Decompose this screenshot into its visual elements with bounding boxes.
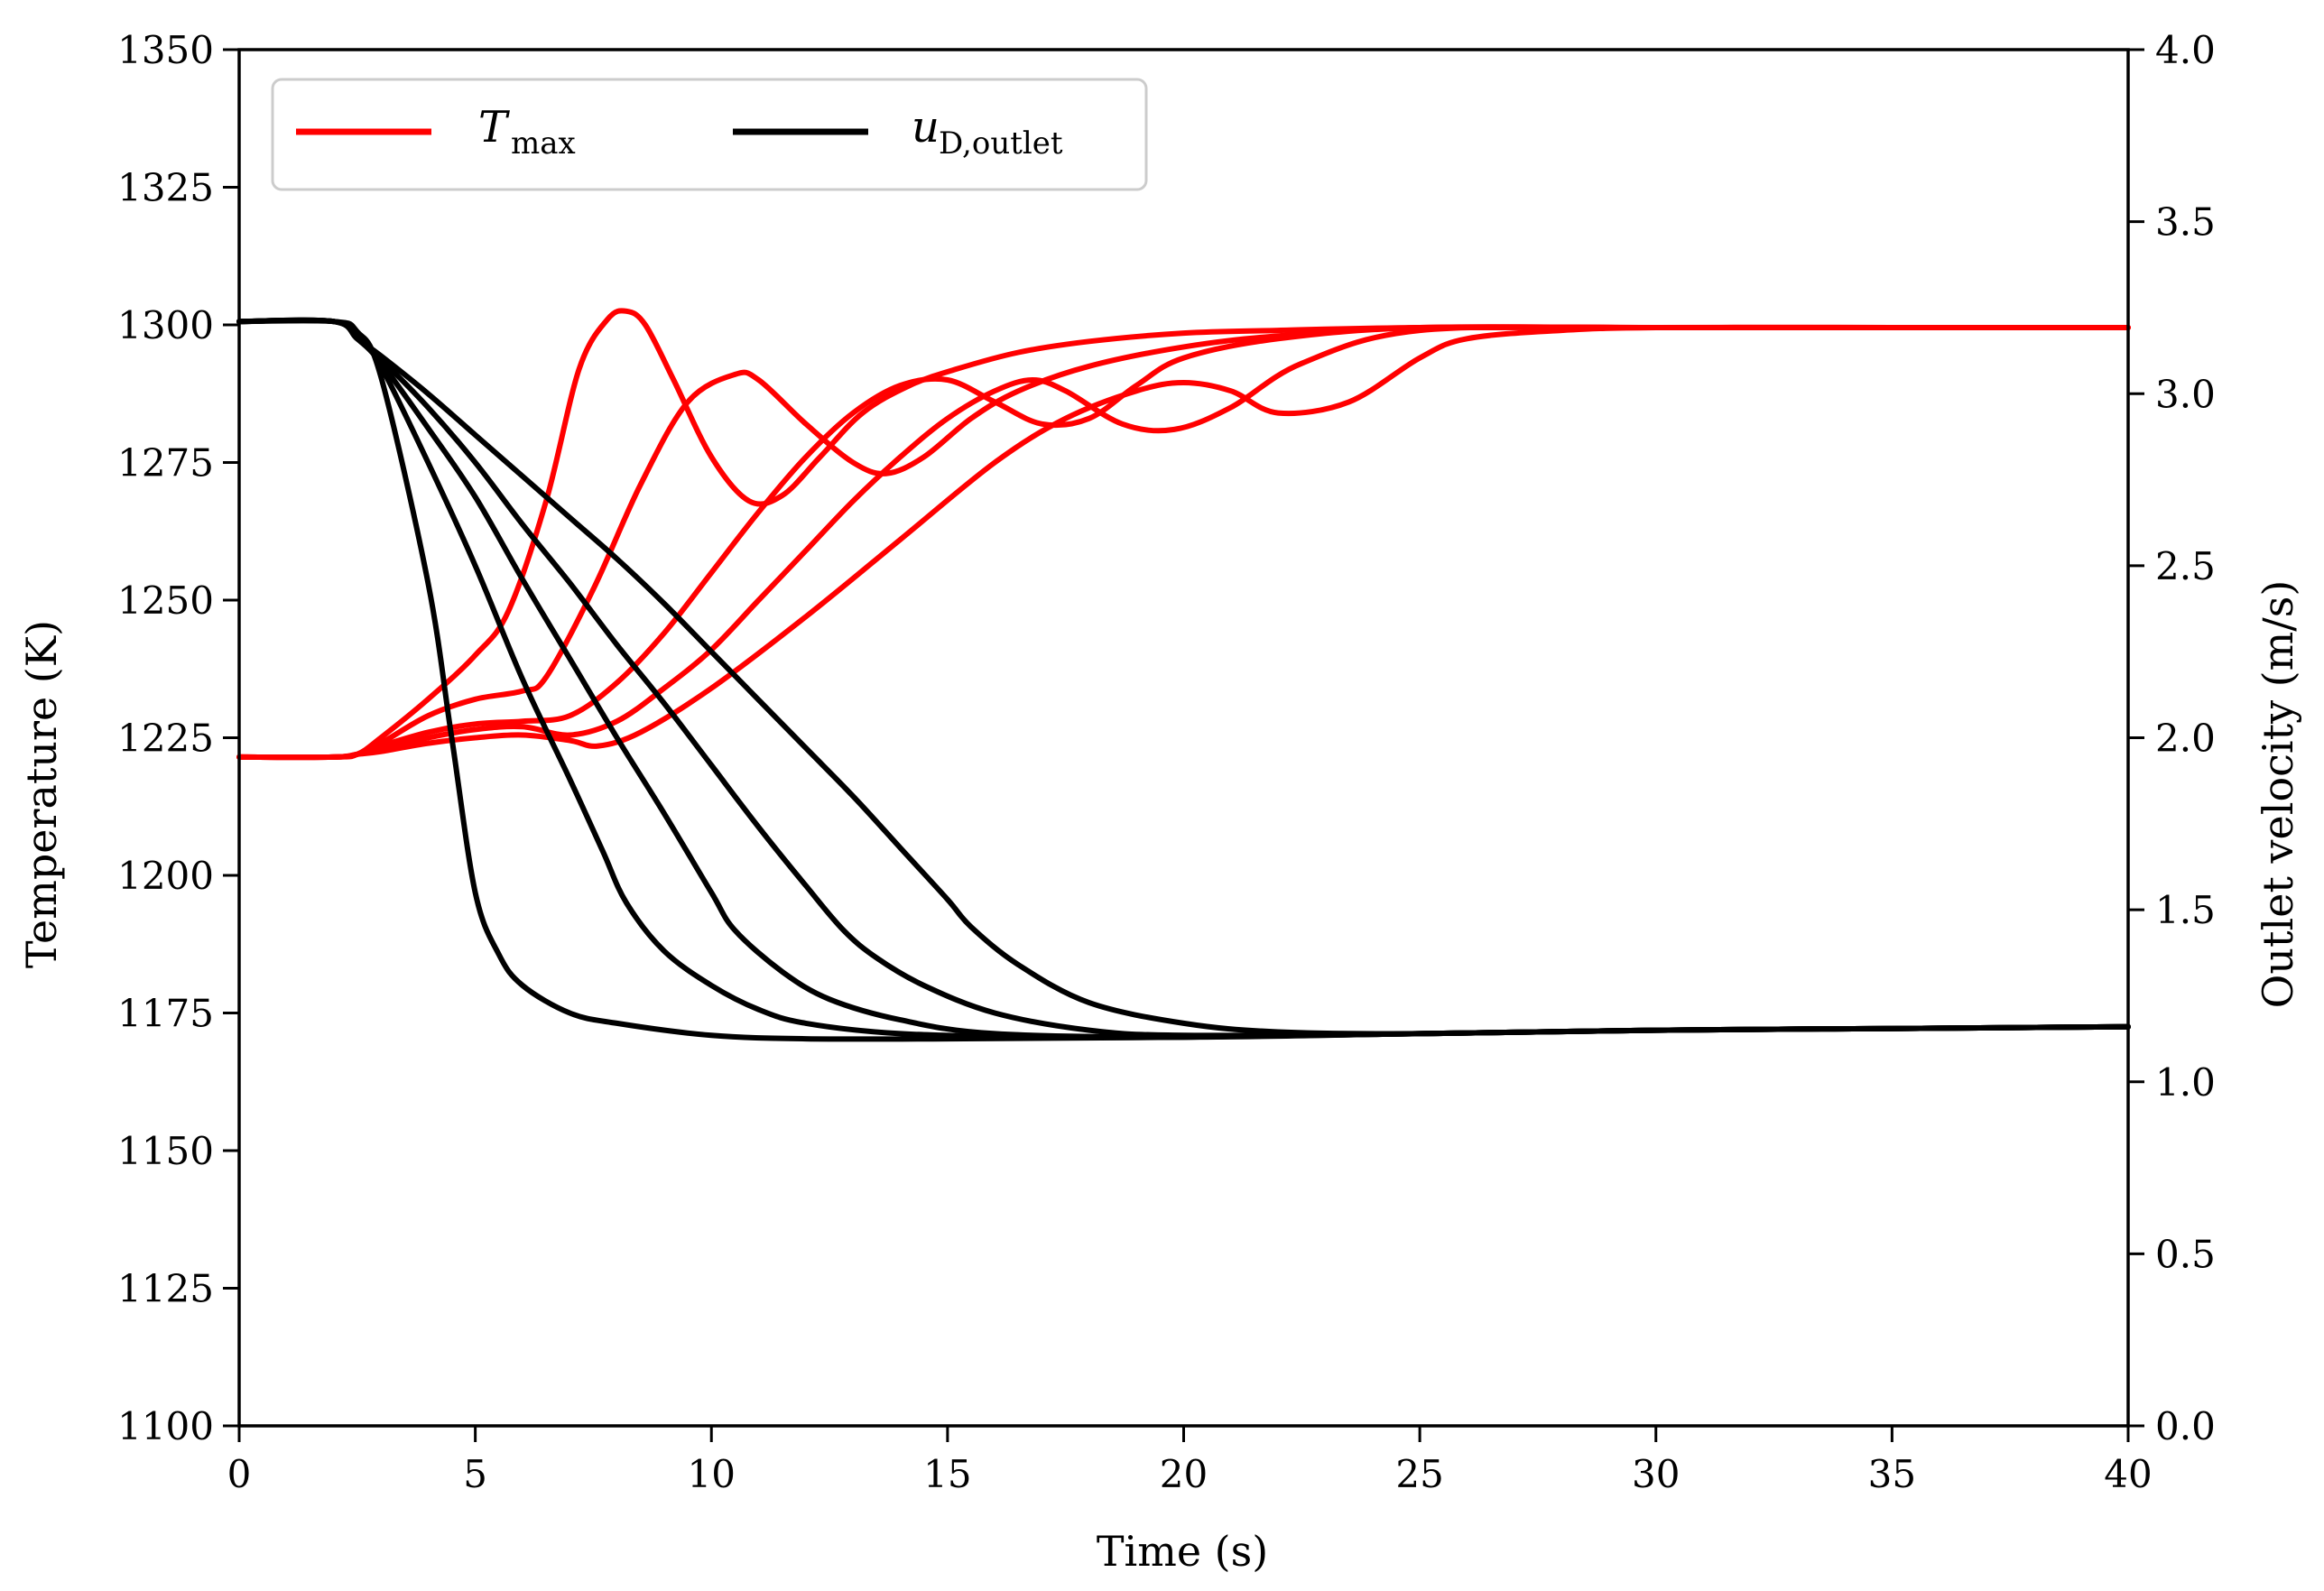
y-right-tick-label: 1.0 [2155,1060,2216,1105]
y-left-tick-label: 1125 [117,1267,214,1311]
y-right-tick-label: 2.0 [2155,717,2216,761]
y-left-tick-label: 1225 [117,717,214,761]
y-left-tick-label: 1175 [117,992,214,1036]
y-axis-left-title: Temperature (K) [17,620,66,968]
legend-label-temperature: T [478,102,510,153]
x-tick-label: 0 [227,1452,252,1496]
y-left-tick-label: 1250 [117,578,214,623]
x-tick-label: 15 [923,1452,971,1496]
y-right-tick-label: 3.0 [2155,372,2216,416]
x-tick-label: 5 [463,1452,487,1496]
y-right-tick-label: 0.0 [2155,1404,2216,1448]
x-tick-label: 20 [1160,1452,1208,1496]
ticks: 0 5 10 15 20 25 30 35 40 1100 1125 1150 1175 1200 1225… [117,28,2216,1496]
legend-label-velocity: u [912,102,940,153]
y-left-tick-label: 1350 [117,28,214,72]
y-right-tick-label: 3.5 [2155,200,2216,245]
x-tick-label: 10 [688,1452,736,1496]
y-left-tick-label: 1150 [117,1129,214,1173]
legend-sub-velocity: D,outlet [939,125,1063,162]
legend-frame [271,78,1148,191]
x-tick-label: 25 [1395,1452,1443,1496]
y-right-tick-label: 0.5 [2155,1232,2216,1276]
temperature-series-line-5 [236,324,2131,761]
y-left-tick-label: 1325 [117,166,214,210]
x-axis-title: Time (s) [1097,1527,1268,1576]
velocity-series-line-5 [236,317,2131,1037]
x-tick-label: 30 [1632,1452,1680,1496]
legend: T max u D,outlet [271,78,1148,191]
y-right-tick-label: 2.5 [2155,544,2216,588]
x-tick-label: 40 [2104,1452,2152,1496]
y-left-tick-label: 1275 [117,441,214,486]
temperature-series-line-4 [236,324,2131,761]
y-left-tick-label: 1300 [117,303,214,347]
y-left-tick-label: 1100 [117,1404,214,1448]
y-right-tick-label: 1.5 [2155,888,2216,932]
x-tick-label: 35 [1868,1452,1916,1496]
y-right-tick-label: 4.0 [2155,28,2216,72]
plot-lines [236,308,2131,1042]
y-left-tick-label: 1200 [117,854,214,898]
legend-sub-temperature: max [511,125,576,162]
y-axis-right-title: Outlet velocity (m/s) [2254,580,2302,1009]
